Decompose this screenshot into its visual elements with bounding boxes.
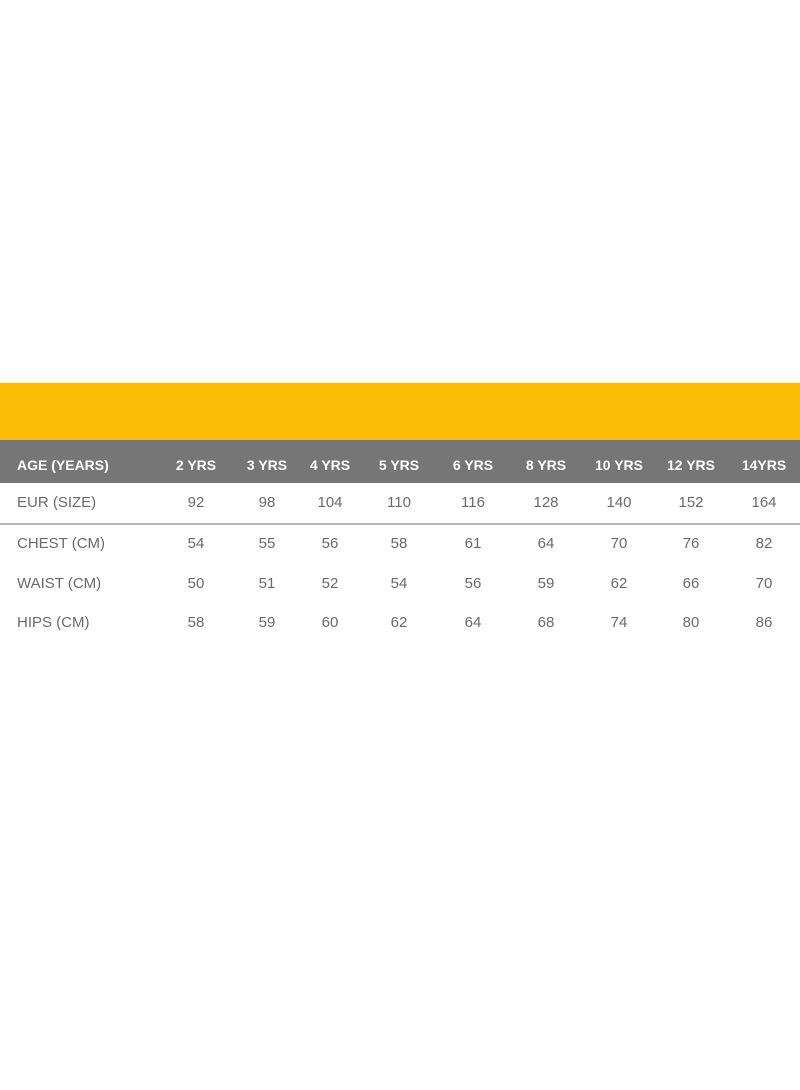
- row-label: WAIST (CM): [17, 575, 102, 592]
- table-cell: 54: [187, 535, 205, 552]
- table-cell: 5 YRS: [378, 457, 420, 473]
- table-cell: 70: [610, 535, 628, 552]
- table-cell: 3 YRS: [246, 457, 288, 473]
- table-cell: 52: [321, 575, 339, 592]
- table-cell: 8 YRS: [525, 457, 567, 473]
- table-cell: 58: [390, 535, 408, 552]
- table-cell: 116: [461, 494, 485, 511]
- table-cell: 56: [321, 535, 339, 552]
- table-cell: 55: [258, 535, 276, 552]
- table-cell: 128: [533, 494, 559, 511]
- table-cell: 59: [537, 575, 555, 592]
- table-cell: 110: [387, 494, 411, 511]
- table-cell: 82: [755, 535, 773, 552]
- table-cell: 51: [258, 575, 276, 592]
- row-label: EUR (SIZE): [17, 494, 97, 511]
- table-cell: 10 YRS: [595, 457, 643, 473]
- table-cell: 12 YRS: [667, 457, 715, 473]
- table-cell: 14YRS: [741, 457, 787, 473]
- table-cell: 2 YRS: [175, 457, 217, 473]
- table-cell: 64: [537, 535, 555, 552]
- table-cell: 86: [755, 614, 773, 631]
- table-cell: 58: [187, 614, 205, 631]
- table-row: HIPS (CM) 58 59 60 62 64 68 74 80 86: [0, 608, 800, 638]
- table-cell: 62: [610, 575, 628, 592]
- yellow-banner: [0, 383, 800, 440]
- row-divider: [0, 523, 800, 525]
- table-cell: 92: [187, 494, 205, 511]
- table-cell: 56: [464, 575, 482, 592]
- table-cell: 50: [187, 575, 205, 592]
- table-row: WAIST (CM) 50 51 52 54 56 59 62 66 70: [0, 569, 800, 599]
- table-cell: 70: [755, 575, 773, 592]
- table-row: EUR (SIZE) 92 98 104 110 116 128 140 152 164: [0, 488, 800, 518]
- table-cell: 152: [678, 494, 704, 511]
- table-cell: 76: [682, 535, 700, 552]
- table-cell: 59: [258, 614, 276, 631]
- table-header-row: AGE (YEARS) 2 YRS 3 YRS 4 YRS 5 YRS 6 YRS 8 YR…: [0, 450, 800, 480]
- table-cell: 98: [258, 494, 276, 511]
- table-cell: 164: [751, 494, 777, 511]
- table-cell: 140: [606, 494, 632, 511]
- table-cell: 68: [537, 614, 555, 631]
- table-cell: 61: [464, 535, 482, 552]
- table-cell: 66: [682, 575, 700, 592]
- table-row: CHEST (CM) 54 55 56 58 61 64 70 76 82: [0, 529, 800, 559]
- row-label: AGE (YEARS): [17, 457, 109, 473]
- table-cell: 62: [390, 614, 408, 631]
- table-cell: 4 YRS: [309, 457, 351, 473]
- table-cell: 60: [321, 614, 339, 631]
- table-cell: 74: [610, 614, 628, 631]
- table-cell: 6 YRS: [452, 457, 494, 473]
- row-label: CHEST (CM): [17, 535, 106, 552]
- table-cell: 54: [390, 575, 408, 592]
- row-label: HIPS (CM): [17, 614, 90, 631]
- table-cell: 80: [682, 614, 700, 631]
- table-header-background: [0, 440, 800, 483]
- table-cell: 104: [317, 494, 343, 511]
- table-cell: 64: [464, 614, 482, 631]
